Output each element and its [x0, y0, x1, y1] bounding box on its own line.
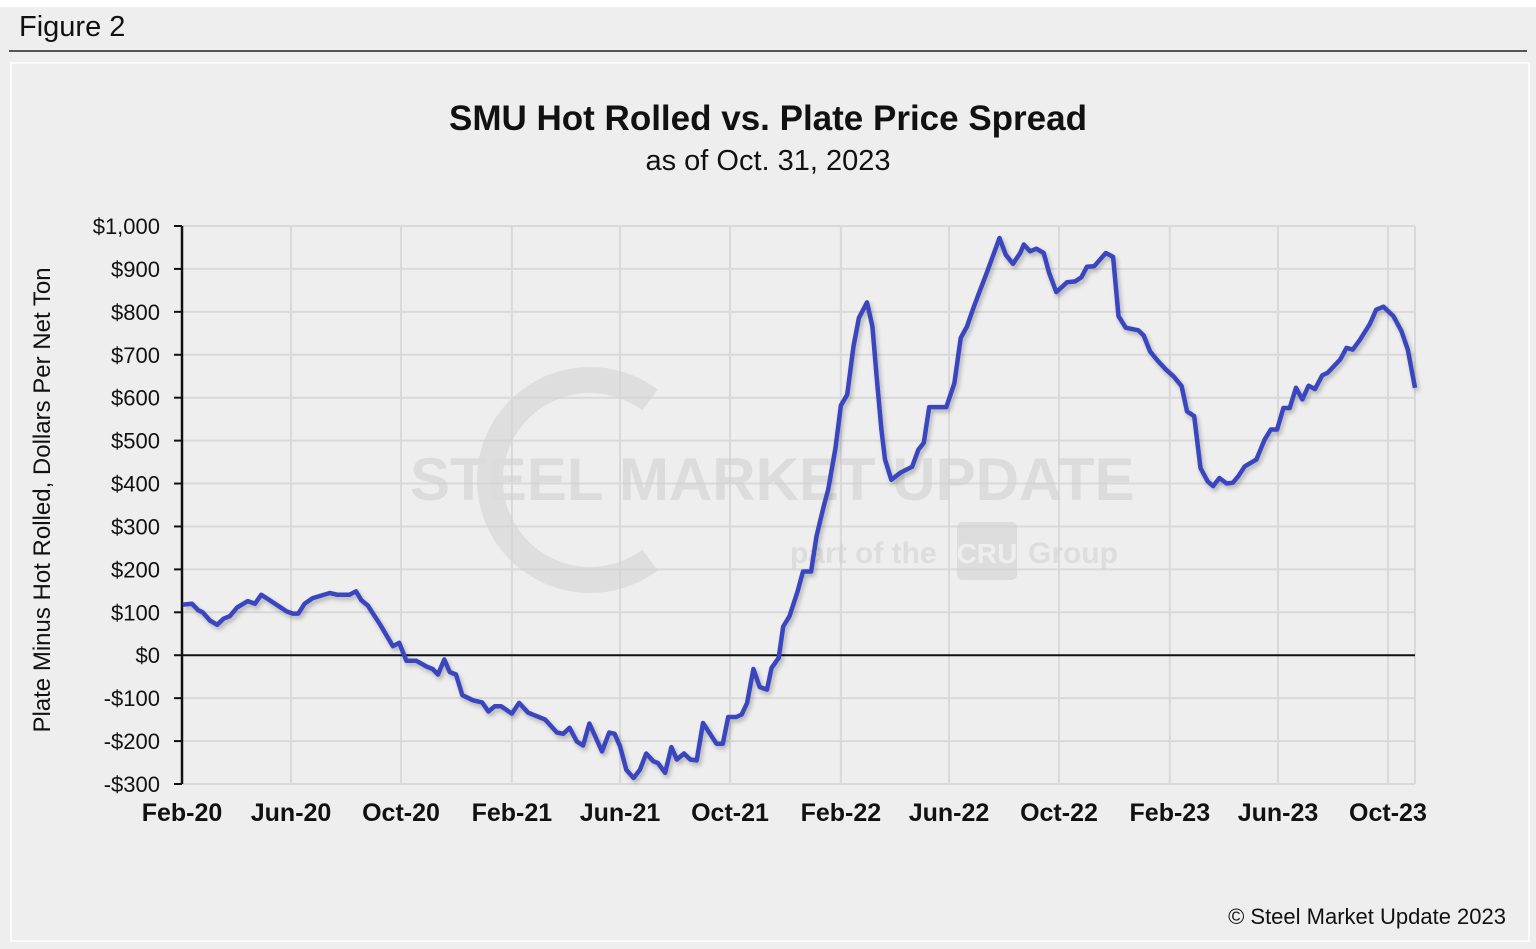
figure-label: Figure 2: [19, 11, 126, 43]
x-tick-label: Feb-20: [142, 799, 223, 827]
chart-title: SMU Hot Rolled vs. Plate Price Spread: [449, 99, 1087, 138]
y-tick-label: $800: [111, 300, 160, 325]
y-tick-label: $1,000: [93, 214, 160, 239]
y-tick-label: -$300: [104, 772, 160, 797]
y-tick-label: $300: [111, 514, 160, 539]
x-tick-label: Feb-22: [801, 799, 882, 827]
chart-panel: [10, 62, 1530, 942]
watermark-arc-icon: [477, 367, 658, 593]
tick-labels: $1,000 $900 $800 $700 $600 $500 $400 $300 $200 $1…: [93, 214, 1427, 827]
x-tick-label: Oct-22: [1020, 799, 1098, 827]
y-tick-label: $400: [111, 472, 160, 497]
watermark-logo: STEEL MARKET UPDATE part of the CRU Grou…: [410, 367, 1134, 593]
axes: [174, 225, 1415, 785]
cru-logo: CRU: [957, 538, 1018, 569]
watermark-brand: STEEL MARKET UPDATE: [410, 446, 1134, 513]
y-tick-label: $200: [111, 557, 160, 582]
y-tick-label: $100: [111, 600, 160, 625]
y-tick-label: $600: [111, 386, 160, 411]
y-tick-label: -$100: [104, 686, 160, 711]
y-tick-label: $500: [111, 429, 160, 454]
x-tick-label: Jun-22: [909, 799, 990, 827]
chart-subtitle: as of Oct. 31, 2023: [645, 145, 890, 177]
x-tick-label: Jun-20: [251, 799, 332, 827]
header-divider: [9, 50, 1527, 52]
y-tick-label: $0: [136, 643, 160, 668]
watermark-group: Group: [1028, 537, 1118, 570]
y-axis-title: Plate Minus Hot Rolled, Dollars Per Net …: [29, 267, 56, 732]
cru-logo-box: [957, 522, 1017, 580]
x-tick-label: Oct-23: [1349, 799, 1427, 827]
series-line: [182, 235, 1418, 781]
copyright: © Steel Market Update 2023: [1228, 904, 1506, 929]
x-tick-label: Feb-23: [1130, 799, 1211, 827]
y-tick-label: -$200: [104, 729, 160, 754]
data-points: [182, 237, 1416, 779]
x-tick-label: Oct-20: [362, 799, 440, 827]
x-tick-label: Jun-21: [580, 799, 661, 827]
x-tick-label: Oct-21: [691, 799, 769, 827]
y-tick-label: $900: [111, 257, 160, 282]
x-tick-label: Feb-21: [472, 799, 553, 827]
y-tick-label: $700: [111, 343, 160, 368]
x-tick-label: Jun-23: [1238, 799, 1319, 827]
